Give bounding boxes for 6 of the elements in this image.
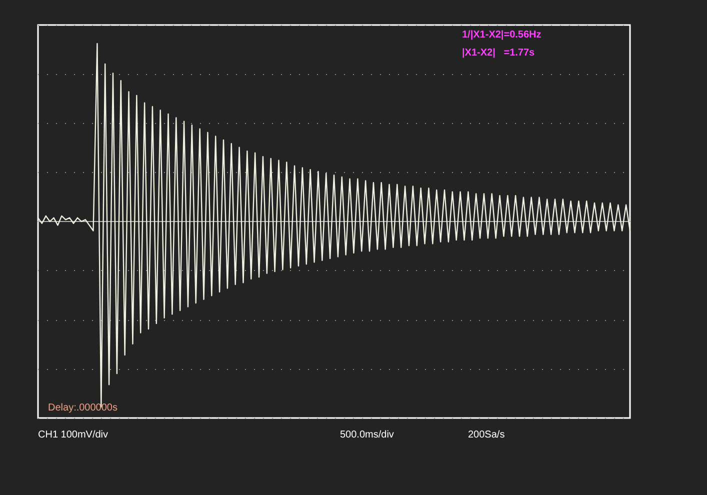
annotation: |X1-X2| =1.77s (462, 48, 536, 58)
annotation: Delay:.000000s (48, 402, 118, 414)
text: CH1 100mV/div (38, 430, 108, 440)
text: 200Sa/s (468, 430, 505, 440)
text: 500.0ms/div (340, 430, 394, 440)
text: 1/|X1-X2|=0.56Hz (462, 30, 542, 40)
